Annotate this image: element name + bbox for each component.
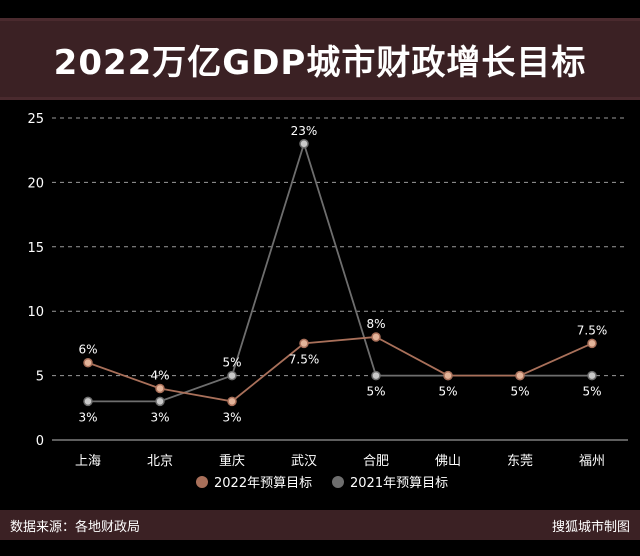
title-bar: 2022万亿GDP城市财政增长目标 bbox=[0, 18, 640, 100]
data-label: 3% bbox=[78, 410, 97, 424]
data-point bbox=[587, 338, 597, 349]
x-tick-label: 武汉 bbox=[291, 454, 317, 469]
y-tick-label: 25 bbox=[27, 112, 44, 127]
x-tick-label: 佛山 bbox=[435, 454, 461, 469]
series-line bbox=[87, 336, 593, 403]
legend-marker bbox=[332, 476, 344, 488]
y-tick-label: 15 bbox=[27, 241, 44, 256]
data-label: 5% bbox=[438, 385, 457, 399]
legend-label: 2021年预算目标 bbox=[350, 476, 448, 491]
data-point bbox=[371, 332, 381, 342]
x-tick-label: 上海 bbox=[75, 454, 101, 469]
data-label: 5% bbox=[366, 385, 385, 399]
data-point bbox=[371, 370, 381, 381]
data-label: 6% bbox=[78, 343, 97, 357]
y-tick-label: 20 bbox=[27, 176, 44, 191]
data-point bbox=[155, 396, 165, 407]
line-chart: 0 5 10 15 20 25 上海 北京 重庆 武汉 合肥 佛山 东莞 福州 6% 4% 3% 7.5% 8% 7.… bbox=[27, 112, 628, 491]
y-tick-label: 10 bbox=[27, 305, 44, 320]
data-point bbox=[299, 338, 309, 349]
data-label: 5% bbox=[510, 385, 529, 399]
credit-text: 搜狐城市制图 bbox=[551, 519, 630, 535]
data-point bbox=[227, 370, 237, 381]
data-label: 7.5% bbox=[289, 352, 320, 366]
data-label: 3% bbox=[222, 410, 241, 424]
x-tick-label: 北京 bbox=[147, 454, 173, 469]
data-label: 8% bbox=[366, 317, 385, 331]
data-label: 4% bbox=[150, 368, 169, 382]
y-tick-label: 0 bbox=[36, 434, 44, 449]
legend-marker bbox=[196, 476, 208, 488]
x-tick-label: 东莞 bbox=[507, 454, 533, 469]
data-point bbox=[587, 370, 597, 381]
data-point bbox=[515, 370, 525, 381]
data-point bbox=[83, 396, 93, 407]
data-label: 3% bbox=[150, 410, 169, 424]
data-point bbox=[227, 396, 237, 407]
data-point bbox=[299, 139, 309, 149]
source-text: 数据来源：各地财政局 bbox=[10, 519, 141, 535]
legend-label: 2022年预算目标 bbox=[214, 476, 312, 491]
y-tick-label: 5 bbox=[36, 370, 44, 385]
x-tick-label: 合肥 bbox=[363, 454, 389, 469]
data-label: 5% bbox=[222, 356, 241, 370]
data-point bbox=[83, 357, 93, 368]
footer: 数据来源：各地财政局 搜狐城市制图 bbox=[0, 510, 640, 540]
data-label: 23% bbox=[291, 124, 318, 138]
data-label: 5% bbox=[582, 385, 601, 399]
x-tick-label: 福州 bbox=[579, 454, 605, 469]
data-point bbox=[443, 370, 453, 381]
data-label: 7.5% bbox=[577, 323, 608, 337]
x-tick-label: 重庆 bbox=[219, 453, 245, 469]
chart-title: 2022万亿GDP城市财政增长目标 bbox=[53, 42, 587, 83]
bottom-strip bbox=[0, 540, 640, 556]
data-point bbox=[155, 383, 165, 394]
